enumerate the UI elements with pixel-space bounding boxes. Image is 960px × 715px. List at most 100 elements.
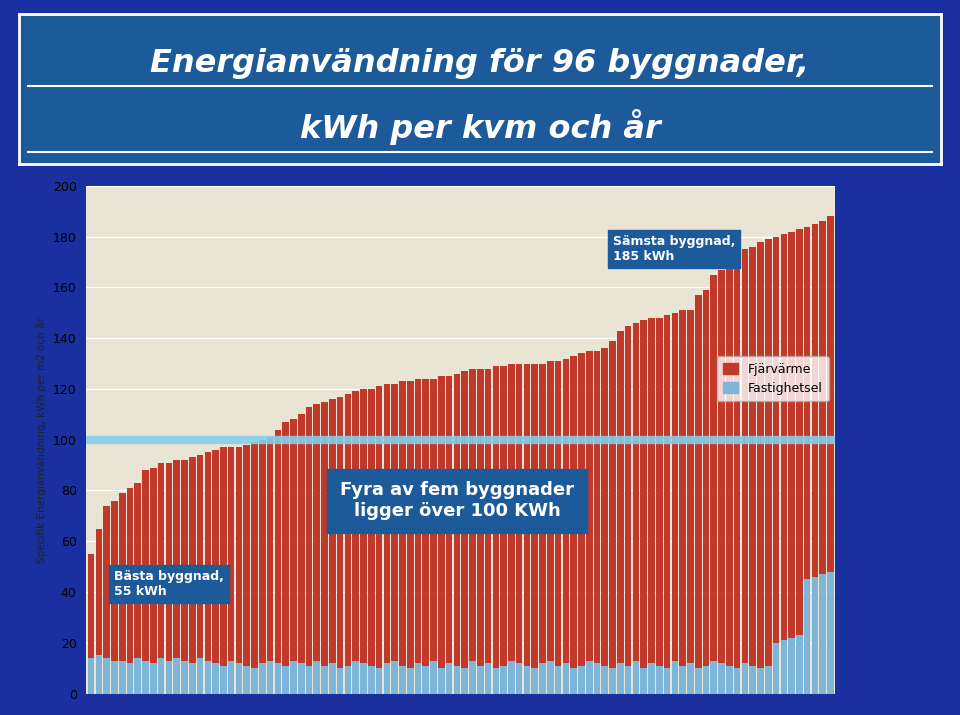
Bar <box>540 363 546 663</box>
Bar <box>663 668 670 694</box>
Bar <box>407 668 414 694</box>
Bar <box>375 386 382 668</box>
Bar <box>87 554 94 658</box>
Bar <box>547 661 554 694</box>
Bar <box>142 470 149 661</box>
Bar <box>244 445 250 666</box>
Bar <box>602 666 608 694</box>
Bar <box>322 402 328 666</box>
Bar <box>314 661 320 694</box>
Bar <box>726 257 732 666</box>
Bar <box>228 448 234 661</box>
Bar <box>710 661 717 694</box>
Bar <box>384 384 390 663</box>
Bar <box>150 663 156 694</box>
Bar <box>360 663 367 694</box>
Bar <box>267 437 274 661</box>
Bar <box>298 414 304 663</box>
Bar <box>352 392 359 661</box>
Bar <box>360 389 367 663</box>
Bar <box>181 661 188 694</box>
Bar <box>663 315 670 668</box>
Bar <box>742 663 748 694</box>
Bar <box>648 663 655 694</box>
Bar <box>111 500 118 661</box>
Bar <box>150 468 156 663</box>
Bar <box>290 420 297 661</box>
Bar <box>252 668 258 694</box>
Bar <box>119 493 126 661</box>
Bar <box>593 351 600 663</box>
Bar <box>454 374 460 666</box>
Bar <box>337 397 344 668</box>
Bar <box>212 663 219 694</box>
Bar <box>555 361 562 666</box>
Bar <box>298 663 304 694</box>
Bar <box>687 310 694 663</box>
Bar <box>252 443 258 668</box>
Bar <box>134 483 141 658</box>
Bar <box>174 460 180 658</box>
Bar <box>111 661 118 694</box>
Bar <box>733 668 740 694</box>
Bar <box>329 399 336 663</box>
Bar <box>788 638 795 694</box>
Bar <box>197 658 204 694</box>
Bar <box>687 663 694 694</box>
Bar <box>828 217 834 572</box>
Bar <box>430 379 437 661</box>
Bar <box>477 369 484 666</box>
Bar <box>368 666 374 694</box>
Bar <box>445 663 452 694</box>
Bar <box>462 668 468 694</box>
Bar <box>804 227 810 579</box>
Bar <box>165 463 172 661</box>
Bar <box>174 658 180 694</box>
Bar <box>820 574 826 694</box>
Bar <box>189 663 196 694</box>
Bar <box>733 255 740 668</box>
Bar <box>765 240 772 666</box>
Bar <box>718 663 725 694</box>
Bar <box>104 658 110 694</box>
Bar <box>555 666 562 694</box>
Bar <box>430 661 437 694</box>
Bar <box>235 448 242 663</box>
Bar <box>710 275 717 661</box>
Bar <box>500 366 507 666</box>
Bar <box>788 232 795 638</box>
Bar <box>282 422 289 666</box>
Bar <box>422 379 429 666</box>
Bar <box>305 666 312 694</box>
Text: Energianvändning för 96 byggnader,: Energianvändning för 96 byggnader, <box>151 49 809 79</box>
Bar <box>454 666 460 694</box>
Bar <box>415 663 421 694</box>
Bar <box>695 668 702 694</box>
Bar <box>438 668 444 694</box>
Bar <box>796 229 803 635</box>
Bar <box>485 663 492 694</box>
Bar <box>329 663 336 694</box>
Bar <box>462 371 468 668</box>
Bar <box>119 661 126 694</box>
Bar <box>375 668 382 694</box>
Bar <box>212 450 219 663</box>
Bar <box>422 666 429 694</box>
Bar <box>726 666 732 694</box>
Bar <box>828 572 834 694</box>
Bar <box>469 369 476 661</box>
Text: Bästa byggnad,
55 kWh: Bästa byggnad, 55 kWh <box>114 571 225 598</box>
Bar <box>104 506 110 658</box>
Bar <box>703 290 709 666</box>
Bar <box>275 663 281 694</box>
Bar <box>157 463 164 658</box>
Bar <box>617 330 624 663</box>
Bar <box>492 366 499 668</box>
Bar <box>811 224 818 577</box>
Bar <box>157 658 164 694</box>
Bar <box>415 379 421 663</box>
Bar <box>181 460 188 661</box>
Bar <box>392 661 398 694</box>
Bar <box>563 358 569 663</box>
Bar <box>811 577 818 694</box>
